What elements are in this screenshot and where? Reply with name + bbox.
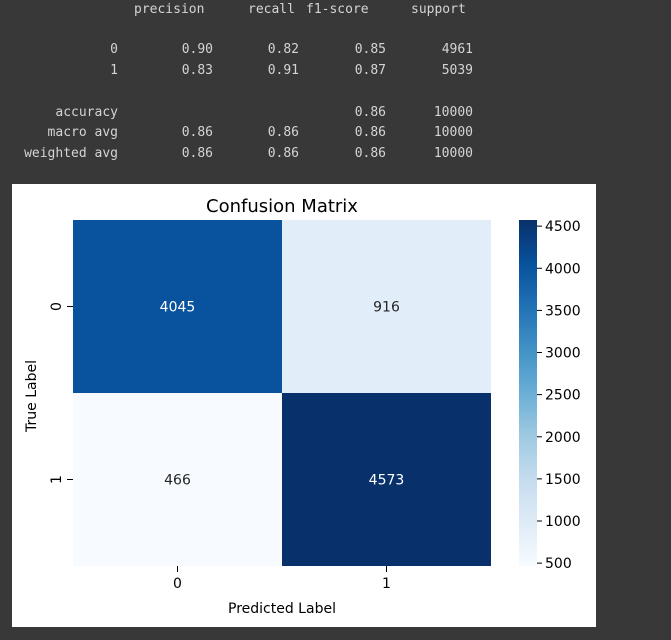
cell-value-label: 4573: [369, 473, 405, 489]
row-support: 10000: [433, 105, 473, 120]
chart-title: Confusion Matrix: [206, 196, 358, 217]
y-tick-label: 0: [49, 302, 65, 311]
row-recall: 0.82: [267, 42, 299, 57]
row-f1: 0.87: [354, 63, 386, 78]
cell-value-label: 916: [373, 300, 400, 316]
x-axis-label: Predicted Label: [228, 601, 336, 617]
row-recall: 0.86: [267, 146, 299, 161]
x-tick-label: 0: [173, 576, 182, 592]
colorbar-tick-label: 4000: [545, 261, 581, 277]
colorbar-tick-label: 3500: [545, 303, 581, 319]
header-precision: precision: [134, 2, 205, 17]
row-f1: 0.86: [354, 125, 386, 140]
y-tick-label: 1: [49, 475, 65, 484]
row-recall: 0.86: [267, 125, 299, 140]
row-support: 4961: [441, 42, 473, 57]
row-precision: 0.83: [181, 63, 213, 78]
colorbar-tick-label: 500: [545, 556, 572, 572]
colorbar-tick-label: 2000: [545, 430, 581, 446]
header-recall: recall: [248, 2, 295, 17]
x-tick-label: 1: [382, 576, 391, 592]
row-label: accuracy: [55, 105, 118, 120]
row-precision: 0.86: [181, 146, 213, 161]
row-f1: 0.86: [354, 146, 386, 161]
row-label: macro avg: [47, 125, 118, 140]
colorbar-tick-label: 2500: [545, 388, 581, 404]
cell-value-label: 466: [164, 473, 191, 489]
colorbar: [519, 220, 537, 566]
colorbar-tick-label: 1000: [545, 514, 581, 530]
row-support: 10000: [433, 146, 473, 161]
heatmap-cell: [282, 393, 491, 566]
row-precision: 0.90: [181, 42, 213, 57]
confusion-matrix-chart: Confusion Matrix 4045 916 466 4573 0 1 0 1 Pre…: [24, 196, 581, 617]
row-label: 0: [110, 42, 118, 57]
header-support: support: [411, 2, 466, 17]
colorbar-tick-label: 3000: [545, 346, 581, 362]
row-label: weighted avg: [24, 146, 118, 161]
cell-value-label: 4045: [160, 300, 196, 316]
colorbar-tick-label: 1500: [545, 472, 581, 488]
heatmap-cell: [282, 220, 491, 393]
confusion-matrix-figure: Confusion Matrix 4045 916 466 4573 0 1 0 1 Pre…: [12, 184, 596, 627]
heatmap-cell: [73, 393, 282, 566]
row-support: 10000: [433, 125, 473, 140]
row-f1: 0.85: [354, 42, 386, 57]
row-precision: 0.86: [181, 125, 213, 140]
y-axis-label: True Label: [24, 360, 40, 433]
row-label: 1: [110, 63, 118, 78]
header-f1-score: f1-score: [306, 2, 369, 17]
row-f1: 0.86: [354, 105, 386, 120]
row-support: 5039: [441, 63, 473, 78]
row-recall: 0.91: [267, 63, 299, 78]
colorbar-tick-label: 4500: [545, 219, 581, 235]
classification-report: precision recall f1-score support 0 0.90…: [0, 0, 671, 180]
heatmap-cell: [73, 220, 282, 393]
